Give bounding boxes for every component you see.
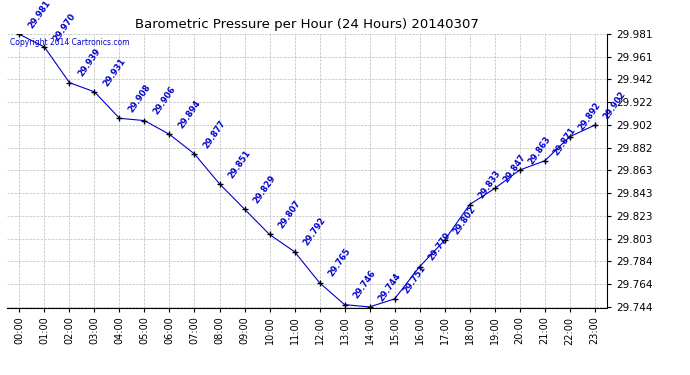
Text: 29.970: 29.970 [51, 11, 77, 43]
Text: 29.902: 29.902 [602, 90, 627, 121]
Text: 29.847: 29.847 [502, 153, 527, 184]
Text: 29.906: 29.906 [151, 85, 177, 116]
Text: 29.746: 29.746 [351, 269, 377, 300]
Text: 29.765: 29.765 [326, 247, 353, 279]
Text: 29.981: 29.981 [26, 0, 52, 30]
Text: 29.877: 29.877 [201, 118, 227, 150]
Text: 29.851: 29.851 [226, 148, 253, 180]
Text: 29.931: 29.931 [101, 56, 127, 88]
Text: 29.807: 29.807 [277, 199, 302, 230]
Text: 29.908: 29.908 [126, 82, 152, 114]
Text: 29.792: 29.792 [302, 216, 327, 248]
Text: 29.744: 29.744 [377, 271, 402, 303]
Text: 29.863: 29.863 [526, 134, 553, 166]
Text: Copyright 2014 Cartronics.com: Copyright 2014 Cartronics.com [10, 38, 130, 47]
Text: 29.871: 29.871 [551, 125, 578, 157]
Text: 29.829: 29.829 [251, 173, 277, 205]
Text: 29.939: 29.939 [77, 47, 102, 78]
Text: 29.894: 29.894 [177, 99, 202, 130]
Text: 29.802: 29.802 [451, 204, 477, 236]
Title: Barometric Pressure per Hour (24 Hours) 20140307: Barometric Pressure per Hour (24 Hours) … [135, 18, 479, 31]
Text: 29.833: 29.833 [477, 169, 502, 200]
Text: 29.779: 29.779 [426, 231, 453, 262]
Text: 29.751: 29.751 [402, 263, 428, 295]
Text: 29.892: 29.892 [577, 101, 602, 132]
